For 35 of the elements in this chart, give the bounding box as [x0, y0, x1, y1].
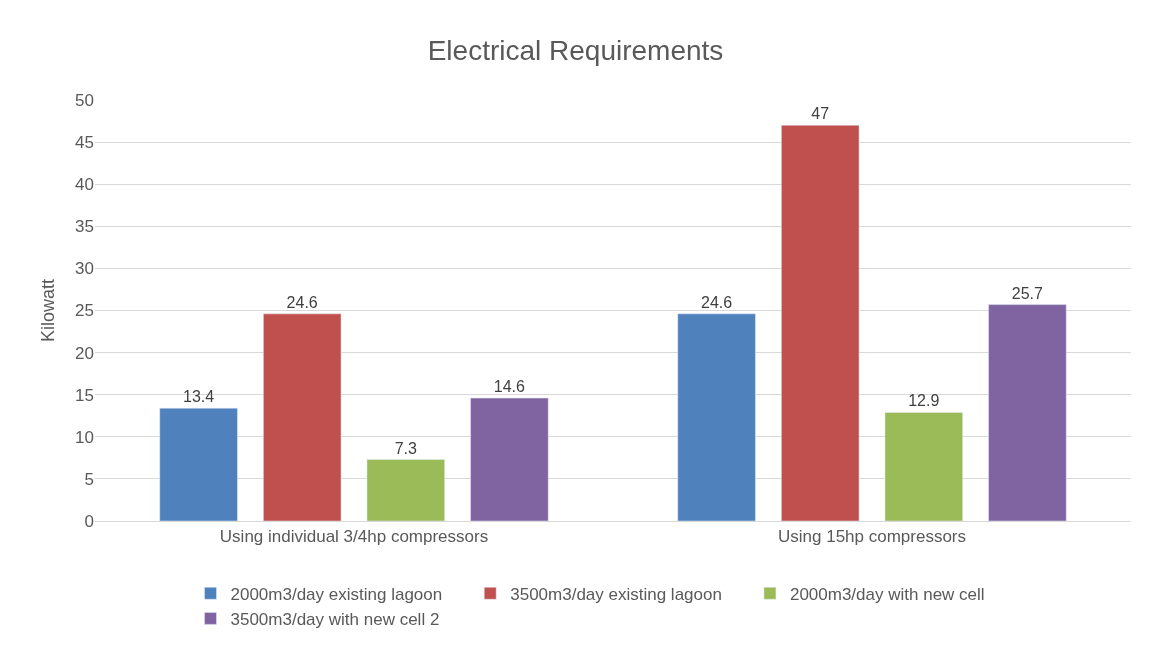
legend-label: 3500m3/day existing lagoon: [510, 584, 722, 604]
x-tick-label: Using individual 3/4hp compressors: [219, 527, 489, 547]
data-label: 13.4: [182, 388, 215, 406]
y-tick-label: 20: [75, 343, 94, 363]
bar: [263, 313, 342, 521]
bar: [988, 304, 1067, 521]
x-tick-label: Using 15hp compressors: [777, 527, 967, 547]
legend-label: 3500m3/day with new cell 2: [230, 610, 440, 630]
data-label: 14.6: [493, 378, 526, 396]
y-tick-label: 10: [75, 427, 94, 447]
bar: [677, 313, 756, 521]
y-axis-title: Kilowatt: [38, 278, 59, 343]
data-label: 47: [811, 105, 830, 123]
bar: [884, 412, 963, 521]
bar: [470, 397, 549, 521]
y-tick-label: 45: [75, 133, 94, 153]
bar: [781, 125, 860, 521]
bar: [366, 459, 445, 521]
data-label: 7.3: [394, 439, 417, 457]
y-tick-label: 15: [75, 385, 94, 405]
y-tick-label: 50: [75, 90, 94, 110]
y-tick-label: 35: [75, 217, 94, 237]
legend-label: 2000m3/day existing lagoon: [230, 584, 443, 604]
data-label: 25.7: [1011, 284, 1044, 302]
y-tick-label: 30: [75, 259, 94, 279]
y-tick-label: 25: [75, 301, 94, 321]
data-label: 24.6: [286, 293, 318, 311]
chart-title: Electrical Requirements: [427, 34, 724, 66]
y-tick-label: 40: [75, 175, 94, 195]
bar: [159, 407, 238, 521]
y-tick-label: 0: [84, 511, 94, 531]
data-label: 12.9: [908, 392, 940, 410]
y-tick-label: 5: [84, 469, 94, 489]
legend-label: 2000m3/day with new cell: [789, 584, 985, 604]
data-label: 24.6: [700, 293, 733, 311]
